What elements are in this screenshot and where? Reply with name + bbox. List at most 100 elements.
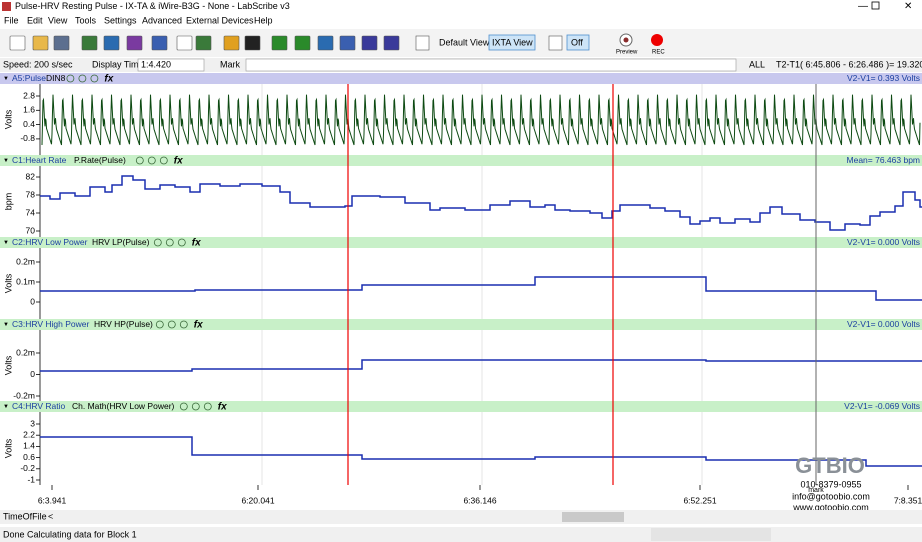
fx-icon[interactable]: fx <box>218 402 227 413</box>
y-tick-label: 0.4 <box>23 119 35 129</box>
menu-item[interactable]: View <box>48 15 68 25</box>
unit-label: Volts <box>3 355 13 375</box>
channel-header <box>0 73 922 84</box>
zoom-icon[interactable] <box>167 320 176 329</box>
zoom-icon[interactable] <box>90 74 99 83</box>
scroll-row <box>0 510 922 524</box>
toolbar-icon[interactable] <box>383 35 400 51</box>
toolbar-icon[interactable] <box>294 35 311 51</box>
channel-readout: V2-V1= 0.393 Volts <box>847 73 920 83</box>
mark-text: mark <box>808 487 824 494</box>
zoom-icon[interactable] <box>66 74 75 83</box>
menu-item[interactable]: External Devices <box>186 15 254 25</box>
collapse-arrow[interactable]: ▼ <box>3 158 9 164</box>
zoom-icon[interactable] <box>78 74 87 83</box>
y-tick-label: 78 <box>26 189 36 199</box>
y-tick-label: -1 <box>27 474 35 484</box>
toolbar-icon[interactable] <box>271 35 288 51</box>
menu-item[interactable]: Help <box>254 15 273 25</box>
y-tick-label: 0 <box>30 369 35 379</box>
zoom-icon[interactable] <box>179 402 188 411</box>
collapse-arrow[interactable]: ▼ <box>3 76 9 82</box>
y-tick-label: -0.8 <box>20 133 35 143</box>
scroll-thumb[interactable] <box>562 512 624 522</box>
zoom-icon[interactable] <box>177 238 186 247</box>
toolbar-icon[interactable] <box>244 35 261 51</box>
toolbar-icon[interactable] <box>103 35 120 51</box>
unit-label: Volts <box>3 273 13 293</box>
default-view-label: Default View <box>439 37 490 47</box>
channels: ▼ A5:Pulse DIN8 fx V2-V1= 0.393 VoltsVolts2.… <box>0 73 922 485</box>
channel-header <box>0 401 922 412</box>
toolbar-icon[interactable] <box>548 35 563 51</box>
zoom-icon[interactable] <box>203 402 212 411</box>
zoom-icon[interactable] <box>153 238 162 247</box>
fx-icon[interactable]: fx <box>174 156 183 167</box>
menu-item[interactable]: Edit <box>27 15 43 25</box>
fx-icon[interactable]: fx <box>192 238 201 249</box>
zoom-icon[interactable] <box>191 402 200 411</box>
toolbar-icon[interactable] <box>339 35 356 51</box>
collapse-arrow[interactable]: ▼ <box>3 322 9 328</box>
toolbar-icon[interactable] <box>151 35 168 51</box>
ixta-view-button[interactable] <box>488 34 536 51</box>
menu-item[interactable]: Tools <box>75 15 97 25</box>
fx-icon[interactable]: fx <box>194 320 203 331</box>
zoom-icon[interactable] <box>147 156 156 165</box>
zoom-icon[interactable] <box>135 156 144 165</box>
status-text: Done Calculating data for Block 1 <box>3 529 137 539</box>
preview-icon-dot <box>623 37 629 43</box>
toolbar-icon[interactable] <box>195 35 212 51</box>
display-time-input[interactable] <box>137 58 205 72</box>
toolbar-icon[interactable] <box>126 35 143 51</box>
toolbar-icon[interactable] <box>176 35 193 51</box>
close-button[interactable]: ✕ <box>904 1 912 12</box>
title-bar <box>0 0 922 13</box>
toolbar-icon[interactable] <box>361 35 378 51</box>
watermark-phone: 010-8379-0955 <box>800 479 861 489</box>
status-bar <box>0 527 922 542</box>
unit-label: Volts <box>3 438 13 458</box>
mark-label: Mark <box>220 59 240 69</box>
rec-icon[interactable] <box>651 34 663 46</box>
off-button[interactable] <box>566 34 590 51</box>
collapse-arrow[interactable]: ▼ <box>3 240 9 246</box>
toolbar-icon[interactable] <box>317 35 334 51</box>
toolbar-icon[interactable] <box>223 35 240 51</box>
channel-readout: V2-V1= 0.000 Volts <box>847 237 920 247</box>
watermark-email: info@gotoobio.com <box>792 491 870 501</box>
menu-item[interactable]: Settings <box>104 15 137 25</box>
toolbar-icon[interactable] <box>415 35 430 51</box>
zoom-icon[interactable] <box>155 320 164 329</box>
speed-label: Speed: 200 s/sec <box>3 59 73 69</box>
heart-rate-trace <box>40 175 922 231</box>
toolbar-icon[interactable] <box>53 35 70 51</box>
zoom-icon[interactable] <box>165 238 174 247</box>
toolbar-icon[interactable] <box>9 35 26 51</box>
fx-icon[interactable]: fx <box>104 74 113 85</box>
rec-label: REC <box>652 50 665 56</box>
zoom-icon[interactable] <box>179 320 188 329</box>
ixta-view-label: IXTA View <box>492 37 533 47</box>
collapse-arrow[interactable]: ▼ <box>3 404 9 410</box>
menu-item[interactable]: File <box>4 15 19 25</box>
channel-source: HRV LP(Pulse) <box>92 237 150 247</box>
channel-header <box>0 237 922 248</box>
y-tick-label: 2.2 <box>23 429 35 439</box>
y-tick-label: 0 <box>30 296 35 306</box>
menu-item[interactable]: Advanced <box>142 15 182 25</box>
minimize-button[interactable]: — <box>858 1 868 12</box>
toolbar-icon[interactable] <box>32 35 49 51</box>
maximize-button[interactable] <box>871 1 880 10</box>
zoom-icon[interactable] <box>159 156 168 165</box>
y-tick-label: 0.2m <box>16 347 35 357</box>
channel-name: C3:HRV High Power <box>12 319 89 329</box>
y-tick-label: 70 <box>26 225 36 235</box>
scroll-left-arrow[interactable]: < <box>48 511 53 521</box>
mark-input[interactable] <box>245 58 737 72</box>
y-tick-label: 74 <box>26 207 36 217</box>
x-tick-label: 7:8.351 <box>894 495 922 505</box>
toolbar-icon[interactable] <box>81 35 98 51</box>
default-view-button[interactable] <box>435 35 487 50</box>
